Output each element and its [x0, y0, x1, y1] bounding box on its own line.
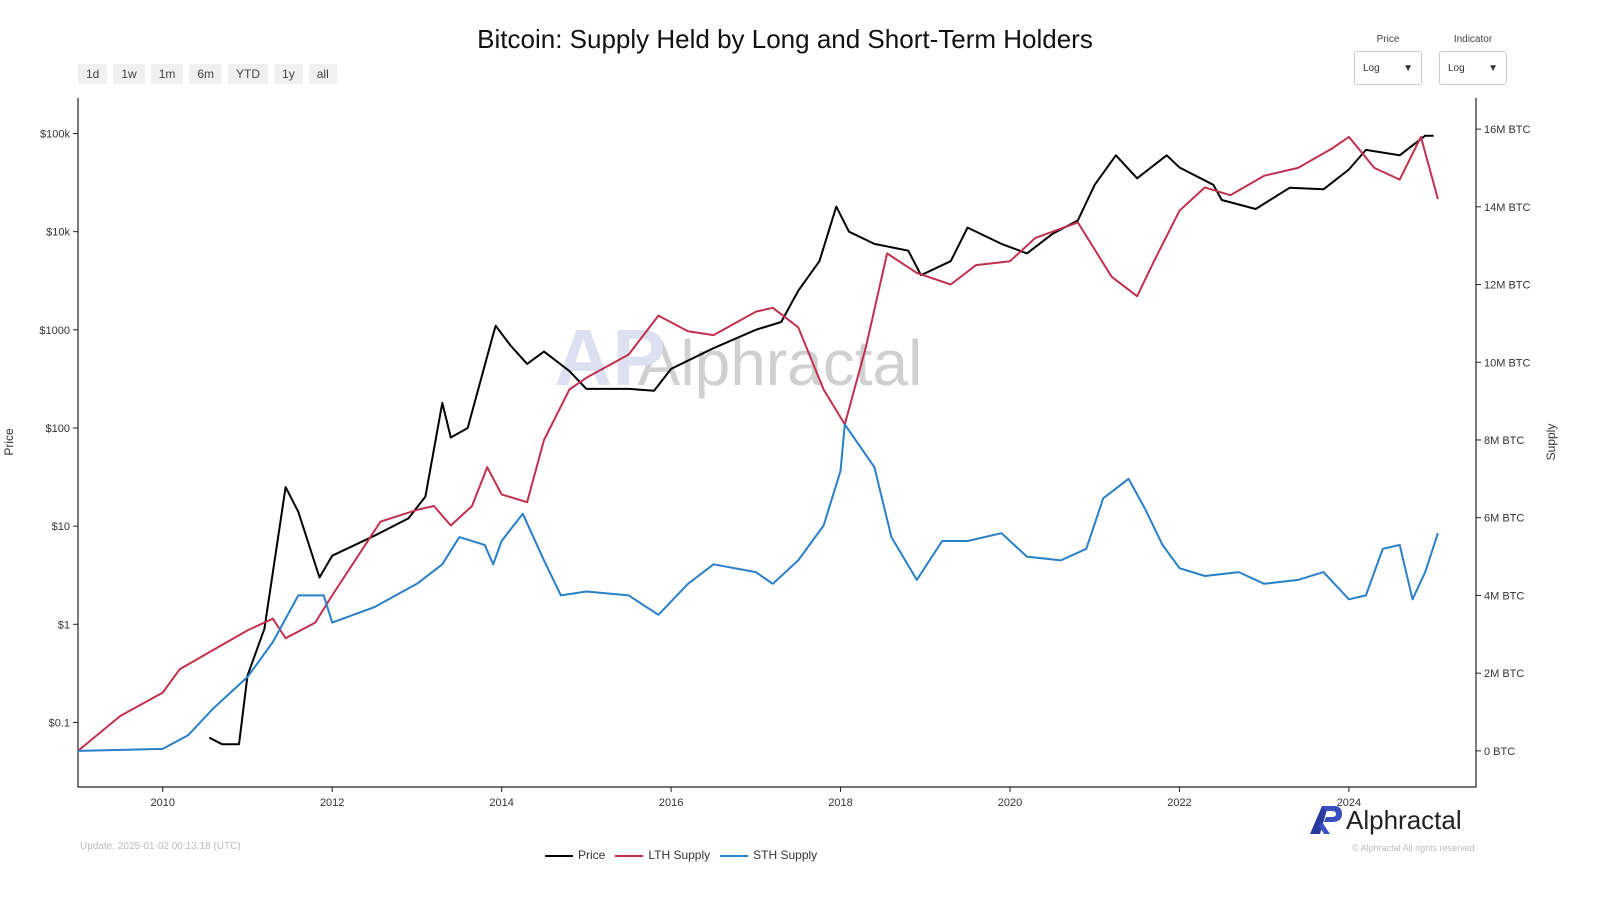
legend-item-price[interactable]: Price — [545, 848, 605, 862]
legend: Price LTH Supply STH Supply — [545, 848, 817, 862]
right-tick-label: 0 BTC — [1484, 746, 1515, 758]
watermark: Alphractal — [638, 327, 923, 399]
right-tick-label: 10M BTC — [1484, 357, 1531, 369]
right-axis-label: Supply — [1544, 424, 1558, 461]
x-tick-label: 2018 — [828, 797, 852, 809]
range-1m-button[interactable]: 1m — [150, 64, 184, 84]
x-tick-label: 2020 — [998, 797, 1022, 809]
series-line-price — [208, 134, 1434, 746]
x-tick-label: 2024 — [1337, 797, 1361, 809]
left-tick-label: $100k — [40, 129, 70, 141]
left-tick-label: $0.1 — [49, 717, 70, 729]
alphractal-logo: Alphractal — [1308, 804, 1462, 836]
right-tick-label: 16M BTC — [1484, 124, 1531, 136]
range-6m-button[interactable]: 6m — [189, 64, 223, 84]
range-1w-button[interactable]: 1w — [113, 64, 145, 84]
chart-title: Bitcoin: Supply Held by Long and Short-T… — [477, 24, 1093, 54]
legend-item-lth-supply[interactable]: LTH Supply — [615, 848, 710, 862]
time-range-buttons: 1d 1w 1m 6m YTD 1y all — [78, 64, 337, 84]
series-line-lth-supply — [77, 135, 1439, 752]
indicator-scale-label: Indicator — [1453, 34, 1493, 45]
right-tick-label: 4M BTC — [1484, 590, 1524, 602]
legend-item-sth-supply[interactable]: STH Supply — [720, 848, 817, 862]
caret-down-icon: ▼ — [1403, 62, 1413, 74]
price-scale-dropdown[interactable]: Log ▼ — [1354, 51, 1422, 85]
left-tick-label: $100 — [46, 423, 70, 435]
range-ytd-button[interactable]: YTD — [228, 64, 269, 84]
x-tick-label: 2012 — [320, 797, 344, 809]
price-scale-label: Price — [1376, 34, 1400, 45]
brand-name: Alphractal — [1346, 804, 1462, 835]
x-tick-label: 2022 — [1167, 797, 1191, 809]
right-tick-label: 12M BTC — [1484, 280, 1531, 292]
price-scale-selector: Price Log ▼ — [1354, 34, 1422, 85]
left-axis-label: Price — [2, 428, 16, 456]
x-tick-label: 2014 — [489, 797, 513, 809]
range-all-button[interactable]: all — [308, 64, 337, 84]
x-tick-label: 2010 — [150, 797, 174, 809]
price-scale-value: Log — [1363, 62, 1380, 74]
left-tick-label: $1000 — [39, 325, 70, 337]
update-timestamp: Update: 2025-01-02 00:13:18 (UTC) — [80, 841, 241, 852]
ap-logo-icon — [1310, 806, 1342, 834]
range-1d-button[interactable]: 1d — [78, 64, 108, 84]
left-tick-label: $1 — [58, 619, 70, 631]
range-1y-button[interactable]: 1y — [274, 64, 303, 84]
copyright: © Alphractal All rights reserved — [1352, 843, 1475, 853]
left-tick-label: $10 — [52, 521, 70, 533]
indicator-scale-selector: Indicator Log ▼ — [1439, 34, 1507, 85]
right-tick-label: 14M BTC — [1484, 202, 1531, 214]
caret-down-icon: ▼ — [1488, 62, 1498, 74]
indicator-scale-value: Log — [1448, 62, 1465, 74]
x-tick-label: 2016 — [659, 797, 683, 809]
series-line-sth-supply — [77, 423, 1439, 752]
right-tick-label: 8M BTC — [1484, 435, 1524, 447]
left-tick-label: $10k — [46, 227, 70, 239]
right-tick-label: 2M BTC — [1484, 668, 1524, 680]
plot-frame — [77, 98, 1477, 788]
right-tick-label: 6M BTC — [1484, 513, 1524, 525]
indicator-scale-dropdown[interactable]: Log ▼ — [1439, 51, 1507, 85]
